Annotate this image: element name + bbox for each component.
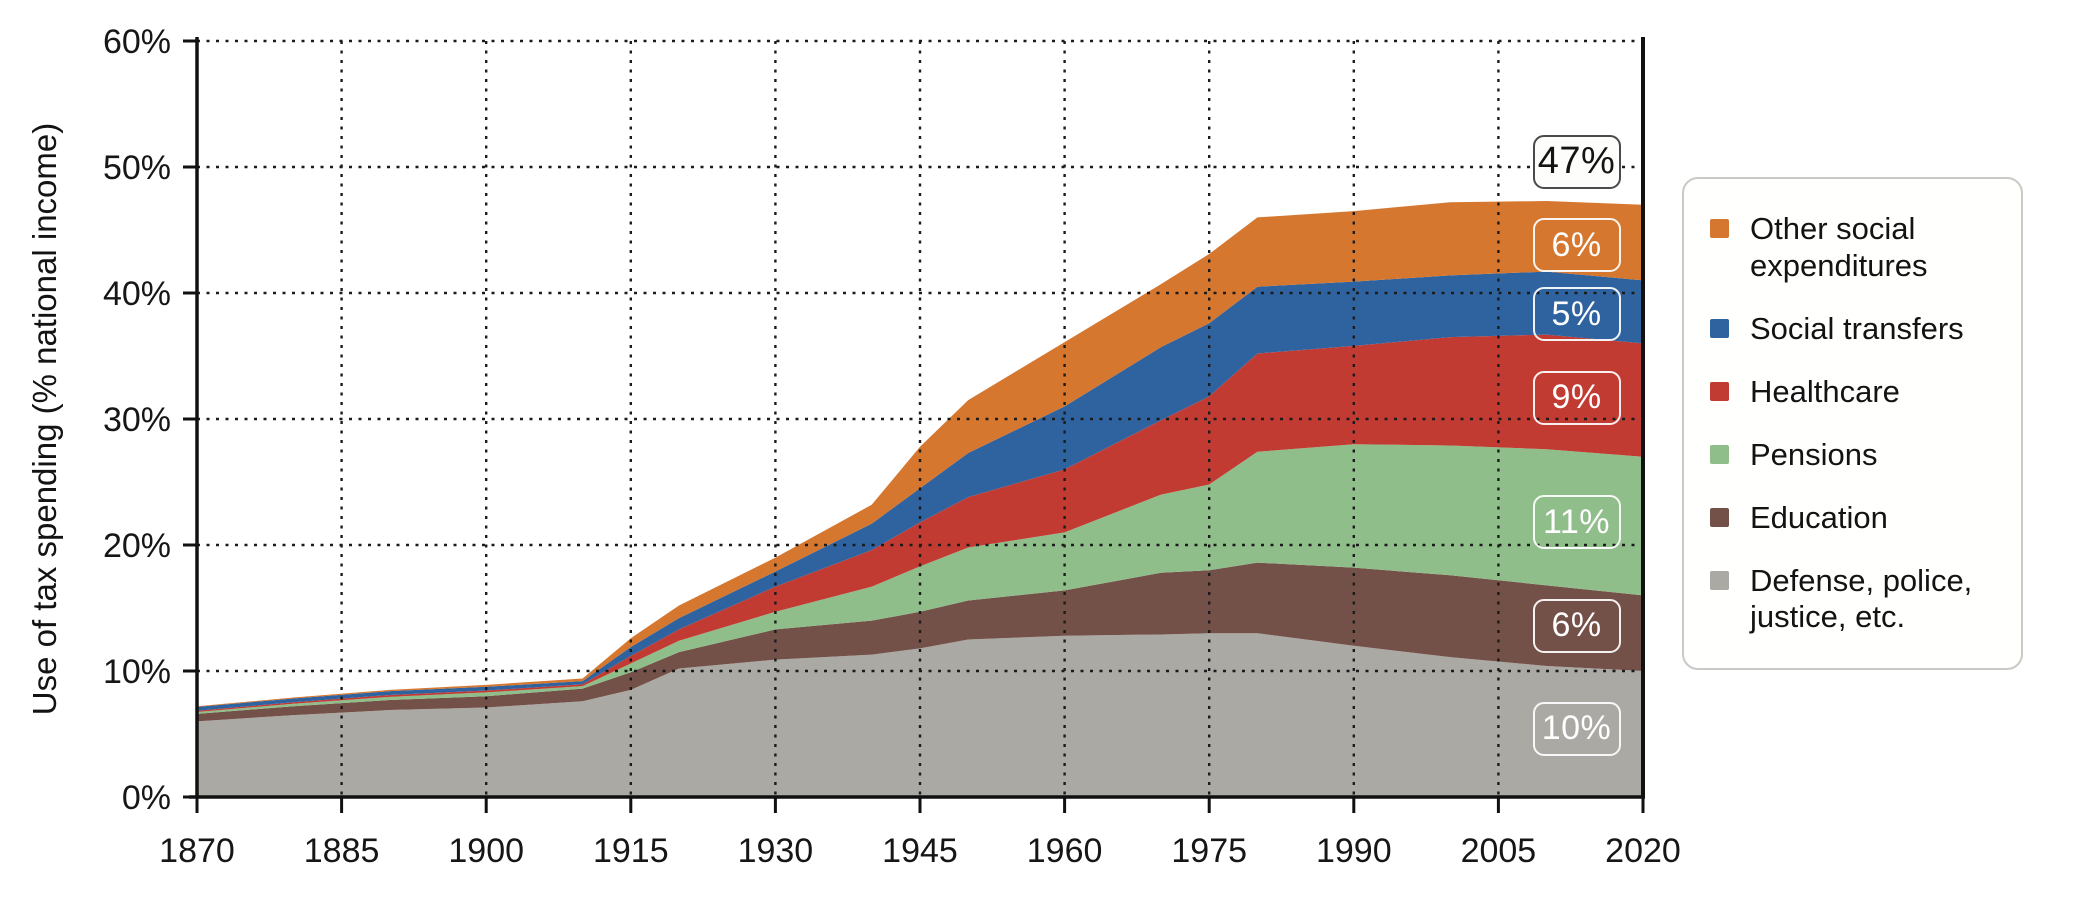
y-tick-label-60: 60% bbox=[103, 23, 171, 61]
legend-item-education: Education bbox=[1710, 500, 1995, 537]
value-badge-pensions: 11% bbox=[1532, 495, 1621, 550]
x-tick-label-1945: 1945 bbox=[882, 832, 958, 870]
y-tick-label-50: 50% bbox=[103, 149, 171, 187]
y-tick-label-40: 40% bbox=[103, 275, 171, 313]
value-badge-defense-police-justice-etc: 10% bbox=[1532, 701, 1621, 756]
legend-swatch-icon bbox=[1710, 570, 1729, 590]
x-tick-label-1975: 1975 bbox=[1171, 832, 1247, 870]
x-tick-label-1930: 1930 bbox=[738, 832, 814, 870]
legend-item-defense-police-justice: Defense, police, justice, etc. bbox=[1710, 563, 1995, 636]
value-badge-other-social-expenditures: 6% bbox=[1532, 218, 1621, 273]
legend-item-social-transfers: Social transfers bbox=[1710, 311, 1995, 348]
legend-label: Healthcare bbox=[1750, 373, 1900, 409]
value-badge-social-transfers: 5% bbox=[1532, 287, 1621, 342]
y-axis-title: Use of tax spending (% national income) bbox=[26, 122, 63, 716]
y-tick-label-0: 0% bbox=[122, 779, 171, 817]
area-healthcare bbox=[197, 334, 1643, 712]
legend-swatch-icon bbox=[1710, 507, 1729, 527]
legend: Other social expenditures Social transfe… bbox=[1682, 177, 2023, 670]
legend-swatch-icon bbox=[1710, 318, 1729, 338]
area-social-transfers bbox=[197, 271, 1643, 711]
x-tick-label-2005: 2005 bbox=[1461, 832, 1537, 870]
area-other-social-expenditures bbox=[197, 201, 1643, 707]
value-badge-healthcare: 9% bbox=[1532, 370, 1621, 425]
legend-item-healthcare: Healthcare bbox=[1710, 374, 1995, 411]
legend-label: Defense, police, justice, etc. bbox=[1750, 562, 1973, 635]
legend-item-other-social-expenditures: Other social expenditures bbox=[1710, 211, 1995, 284]
area-defense-police-justice-etc bbox=[197, 633, 1643, 797]
area-pensions bbox=[197, 444, 1643, 714]
legend-swatch-icon bbox=[1710, 219, 1729, 238]
value-badge-total-tax-spending-in-2020: 47% bbox=[1532, 134, 1621, 189]
x-tick-label-2020: 2020 bbox=[1605, 832, 1681, 870]
legend-item-pensions: Pensions bbox=[1710, 437, 1995, 474]
x-tick-label-1900: 1900 bbox=[448, 832, 524, 870]
y-tick-label-20: 20% bbox=[103, 527, 171, 565]
x-tick-label-1960: 1960 bbox=[1027, 832, 1103, 870]
x-tick-label-1990: 1990 bbox=[1316, 832, 1392, 870]
x-tick-label-1915: 1915 bbox=[593, 832, 669, 870]
legend-label: Education bbox=[1750, 499, 1888, 535]
value-badge-education: 6% bbox=[1532, 598, 1621, 653]
legend-swatch-icon bbox=[1710, 381, 1729, 401]
x-tick-label-1870: 1870 bbox=[159, 832, 235, 870]
x-tick-label-1885: 1885 bbox=[304, 832, 380, 870]
legend-label: Social transfers bbox=[1750, 310, 1964, 346]
legend-label: Other social expenditures bbox=[1750, 211, 1928, 283]
y-tick-label-10: 10% bbox=[103, 653, 171, 691]
legend-label: Pensions bbox=[1750, 436, 1878, 472]
y-tick-label-30: 30% bbox=[103, 401, 171, 439]
legend-swatch-icon bbox=[1710, 444, 1729, 464]
